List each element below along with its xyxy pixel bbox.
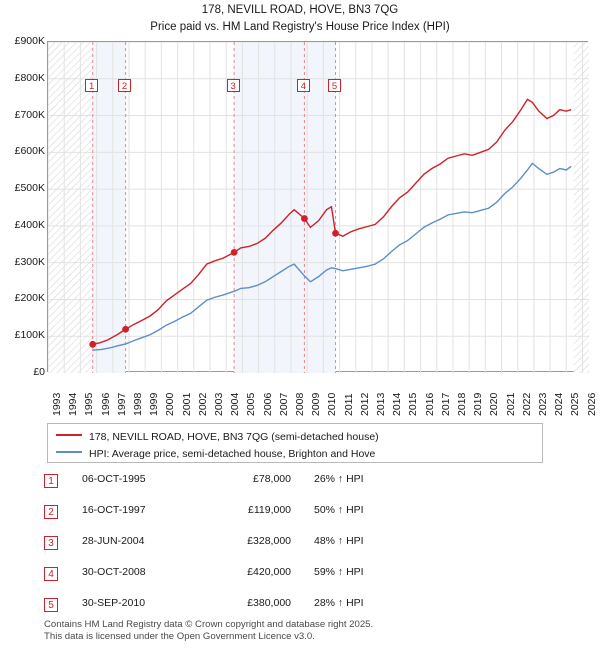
- x-tick-label: 1993: [51, 392, 63, 416]
- row-hpi-delta: 26% ↑ HPI: [314, 473, 364, 485]
- footer-line-2: This data is licensed under the Open Gov…: [44, 631, 315, 642]
- footer-line-1: Contains HM Land Registry data © Crown c…: [44, 619, 374, 630]
- x-tick-label: 2017: [439, 392, 452, 416]
- x-tick-label: 2012: [358, 392, 371, 416]
- legend-item-label: HPI: Average price, semi-detached house,…: [89, 448, 376, 460]
- row-date: 30-OCT-2008: [82, 566, 146, 578]
- x-tick-label: 2003: [212, 392, 225, 416]
- y-axis-labels: £0 £100K £200K £300K £400K £500K £600K £700K £80…: [0, 35, 45, 378]
- row-marker-badge: 1: [44, 474, 58, 488]
- chart-legend: 178, NEVILL ROAD, HOVE, BN3 7QG (semi-de…: [47, 423, 543, 463]
- y-tick-label: £300K: [14, 255, 45, 268]
- x-tick-label: 2026: [585, 392, 598, 416]
- row-price: £78,000: [253, 473, 291, 485]
- footer-attribution: Contains HM Land Registry data © Crown c…: [44, 619, 584, 643]
- table-row: 4 30-OCT-2008 £420,000 59% ↑ HPI: [44, 563, 564, 594]
- row-marker-badge: 2: [44, 505, 58, 519]
- row-marker-badge: 5: [44, 598, 58, 612]
- row-hpi-delta: 48% ↑ HPI: [314, 535, 364, 547]
- x-tick-label: 2011: [342, 393, 355, 416]
- x-tick-label: 1998: [131, 392, 144, 416]
- page-subtitle: Price paid vs. HM Land Registry's House …: [150, 21, 450, 33]
- row-hpi-delta: 28% ↑ HPI: [314, 597, 364, 609]
- x-tick-label: 2014: [391, 392, 404, 416]
- y-tick-label: £0: [33, 366, 45, 378]
- row-date: 28-JUN-2004: [82, 535, 145, 547]
- legend-color-swatch: [56, 451, 82, 454]
- x-tick-label: 2015: [407, 392, 420, 416]
- row-price: £380,000: [247, 597, 291, 609]
- x-tick-label: 2006: [261, 392, 274, 416]
- table-row: 5 30-SEP-2010 £380,000 28% ↑ HPI: [44, 594, 564, 625]
- row-hpi-delta: 50% ↑ HPI: [314, 504, 364, 516]
- x-tick-label: 1997: [115, 392, 128, 416]
- row-price: £119,000: [247, 504, 291, 516]
- x-tick-label: 1994: [67, 392, 80, 416]
- x-tick-label: 2009: [310, 392, 323, 416]
- y-tick-label: £600K: [14, 145, 45, 158]
- row-price: £420,000: [247, 566, 291, 578]
- chart-marker-badge-1: 1: [85, 79, 99, 92]
- row-hpi-delta: 59% ↑ HPI: [314, 566, 364, 578]
- row-date: 06-OCT-1995: [82, 473, 146, 485]
- row-price: £328,000: [247, 535, 291, 547]
- x-tick-label: 2013: [374, 392, 387, 416]
- y-tick-label: £500K: [14, 182, 45, 195]
- x-tick-label: 2005: [245, 392, 258, 416]
- x-tick-label: 1999: [148, 392, 161, 416]
- x-tick-label: 2001: [180, 392, 193, 416]
- legend-item-label: 178, NEVILL ROAD, HOVE, BN3 7QG (semi-de…: [89, 431, 379, 443]
- row-marker-badge: 4: [44, 567, 58, 581]
- row-date: 16-OCT-1997: [82, 504, 146, 516]
- y-tick-label: £900K: [14, 35, 45, 47]
- chart-marker-badge-4: 4: [296, 79, 310, 92]
- x-tick-label: 2022: [520, 392, 533, 416]
- transactions-table: 1 06-OCT-1995 £78,000 26% ↑ HPI 2 16-OCT-1997…: [44, 470, 564, 625]
- x-tick-label: 2020: [488, 392, 501, 416]
- chart-svg: [48, 42, 589, 373]
- chart-plot-area: 1 2 3 4 5: [47, 41, 589, 373]
- chart-marker-badge-2: 2: [118, 79, 132, 92]
- x-tick-label: 2019: [472, 392, 485, 416]
- chart-canvas: [47, 41, 589, 373]
- row-date: 30-SEP-2010: [82, 597, 146, 609]
- row-marker-badge: 3: [44, 536, 58, 550]
- legend-item-2: HPI: Average price, semi-detached house,…: [56, 448, 375, 460]
- y-tick-label: £400K: [14, 218, 45, 231]
- page-title: 178, NEVILL ROAD, HOVE, BN3 7QG: [201, 4, 399, 16]
- x-tick-label: 1995: [83, 392, 96, 416]
- x-tick-label: 2016: [423, 392, 436, 416]
- y-tick-label: £800K: [14, 71, 45, 84]
- y-tick-label: £100K: [14, 329, 45, 342]
- x-tick-label: 2000: [164, 392, 177, 416]
- x-tick-label: 2010: [326, 392, 339, 416]
- table-row: 2 16-OCT-1997 £119,000 50% ↑ HPI: [44, 501, 564, 532]
- x-tick-label: 1996: [99, 392, 112, 416]
- legend-color-swatch: [56, 434, 82, 437]
- x-tick-label: 2004: [229, 392, 242, 416]
- y-tick-label: £700K: [14, 108, 45, 121]
- x-tick-label: 2024: [553, 392, 566, 416]
- x-axis-labels: 1993 1994 1995 1996 1997 1998 1999 2000 2001 2002…: [47, 374, 598, 420]
- legend-item-1: 178, NEVILL ROAD, HOVE, BN3 7QG (semi-de…: [56, 431, 379, 443]
- x-tick-label: 2008: [293, 392, 306, 416]
- x-tick-label: 2007: [277, 392, 290, 416]
- x-tick-label: 2018: [455, 392, 468, 416]
- x-tick-label: 2002: [196, 392, 209, 416]
- x-tick-label: 2023: [536, 392, 549, 416]
- y-tick-label: £200K: [14, 292, 45, 305]
- chart-marker-badge-3: 3: [226, 79, 240, 92]
- x-tick-label: 2025: [569, 392, 582, 416]
- x-tick-label: 2021: [504, 392, 517, 416]
- table-row: 3 28-JUN-2004 £328,000 48% ↑ HPI: [44, 532, 564, 563]
- chart-marker-badge-5: 5: [328, 79, 341, 92]
- table-row: 1 06-OCT-1995 £78,000 26% ↑ HPI: [44, 470, 564, 501]
